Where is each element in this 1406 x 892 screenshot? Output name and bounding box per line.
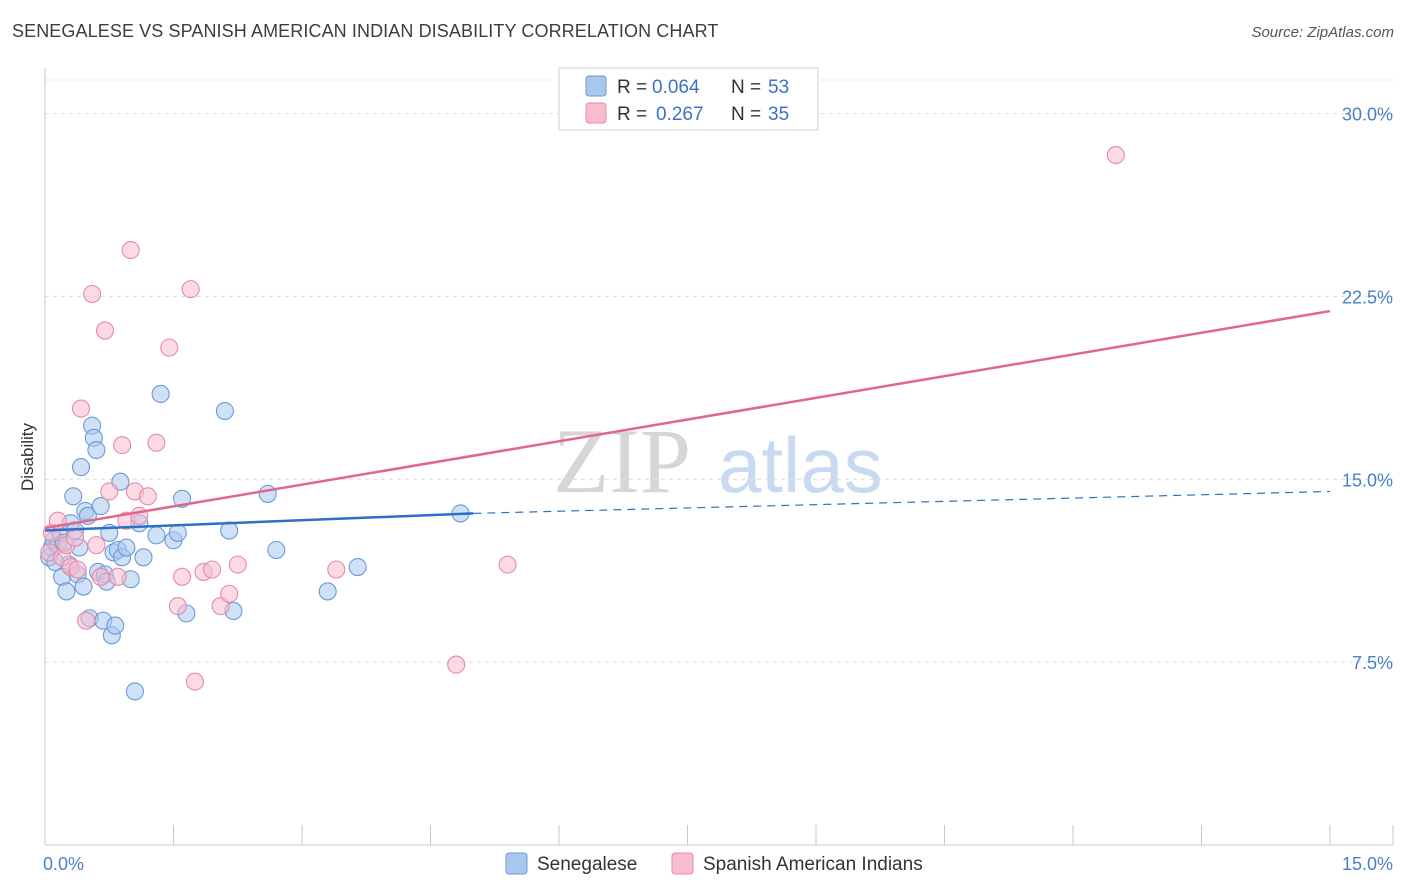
spanish-american-indian-point <box>83 284 102 304</box>
trend-lines <box>44 309 1331 532</box>
senegalese-point <box>147 526 166 545</box>
spanish-american-indian-point <box>173 567 192 586</box>
spanish-american-indian-point <box>113 436 132 455</box>
spanish-american-indian-points <box>40 145 1125 691</box>
x-tick-label: 0.0% <box>43 854 84 874</box>
legend-r-label: R = <box>617 77 647 98</box>
legend-n-label: N = <box>731 77 761 98</box>
spanish-american-indian-point <box>181 280 200 299</box>
senegalese-point <box>106 616 125 635</box>
y-tick-label: 15.0% <box>1342 470 1393 490</box>
spanish-american-indian-point <box>100 482 119 501</box>
spanish-american-indian-point <box>95 321 115 340</box>
spanish-american-indian-point <box>91 567 110 586</box>
spanish-american-indian-point <box>447 655 466 674</box>
spanish-american-indian-point <box>160 338 179 357</box>
spanish-american-indian-point <box>71 399 91 418</box>
spanish-american-indian-trend-line <box>44 309 1331 530</box>
bottom-legend-label: Spanish American Indians <box>703 854 923 875</box>
axes <box>44 68 1394 846</box>
y-axis-title: Disability <box>18 422 37 491</box>
legend-swatch-pink <box>585 102 607 124</box>
spanish-american-indian-point <box>147 433 166 452</box>
senegalese-point <box>57 582 76 601</box>
spanish-american-indian-point <box>1106 145 1125 165</box>
y-tick-label: 30.0% <box>1342 105 1393 125</box>
source-label: Source: ZipAtlas.com <box>1251 24 1394 41</box>
spanish-american-indian-point <box>228 555 247 574</box>
senegalese-trend-line <box>44 512 474 532</box>
spanish-american-indian-point <box>121 241 140 260</box>
senegalese-point <box>125 682 144 701</box>
senegalese-point <box>134 548 153 567</box>
bottom-legend-label: Senegalese <box>537 854 637 875</box>
senegalese-point <box>168 523 187 542</box>
spanish-american-indian-point <box>168 597 187 616</box>
y-tick-label: 7.5% <box>1352 653 1393 673</box>
x-tick-label: 15.0% <box>1342 854 1393 874</box>
watermark-zip: ZIP <box>553 410 691 512</box>
spanish-american-indian-point <box>68 560 87 579</box>
spanish-american-indian-point <box>220 584 239 603</box>
senegalese-point <box>258 484 277 503</box>
spanish-american-indian-point <box>65 528 85 547</box>
senegalese-point <box>267 540 286 560</box>
spanish-american-indian-point <box>498 555 517 574</box>
spanish-american-indian-point <box>203 560 222 579</box>
spanish-american-indian-point <box>327 560 346 579</box>
senegalese-point <box>117 538 136 557</box>
grid-lines <box>45 79 1393 663</box>
senegalese-point <box>151 384 170 404</box>
spanish-american-indian-point <box>138 487 157 506</box>
tick-labels: 7.5% 15.0% 22.5% 30.0% 0.0% 15.0% <box>43 105 1393 874</box>
spanish-american-indian-point <box>108 567 127 586</box>
spanish-american-indian-point <box>87 536 106 555</box>
senegalese-point <box>91 497 110 516</box>
legend-n-label: N = <box>731 104 761 125</box>
bottom-legend-swatch-blue <box>505 852 528 875</box>
chart-title: SENEGALESE VS SPANISH AMERICAN INDIAN DI… <box>12 21 719 41</box>
watermark-atlas: atlas <box>718 421 883 509</box>
senegalese-point <box>71 458 91 477</box>
legend-swatch-blue <box>585 75 607 97</box>
bottom-legend: Senegalese Spanish American Indians <box>505 852 923 875</box>
senegalese-point <box>215 401 234 421</box>
senegalese-point <box>74 577 93 596</box>
legend-n-value: 53 <box>768 77 789 98</box>
legend-r-label: R = <box>617 104 647 125</box>
senegalese-point <box>64 487 83 506</box>
bottom-legend-swatch-pink <box>671 852 694 875</box>
legend: R = 0.064 N = 53 R = 0.267 N = 35 <box>558 67 819 131</box>
spanish-american-indian-point <box>185 672 204 691</box>
y-tick-label: 22.5% <box>1342 287 1393 307</box>
legend-r-value: 0.267 <box>656 104 704 125</box>
senegalese-trend-extension <box>473 490 1331 515</box>
senegalese-point <box>87 440 106 460</box>
legend-r-value: 0.064 <box>652 77 700 98</box>
legend-n-value: 35 <box>768 104 789 125</box>
senegalese-point <box>348 558 367 577</box>
senegalese-point <box>318 582 337 601</box>
spanish-american-indian-point <box>77 611 96 630</box>
